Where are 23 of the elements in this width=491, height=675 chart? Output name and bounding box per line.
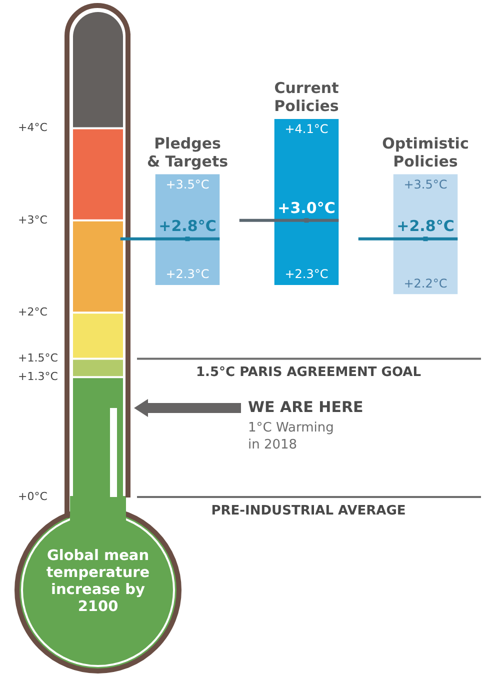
- y-tick-label: +1.5°C: [18, 352, 58, 365]
- y-tick-label: +2°C: [18, 305, 48, 318]
- y-tick-label: +0°C: [18, 490, 48, 503]
- ref-line-label: PRE-INDUSTRIAL AVERAGE: [211, 503, 406, 518]
- annotation: +2.3°C: [284, 267, 328, 282]
- annotation: +3.5°C: [166, 177, 210, 192]
- y-tick-label: +1.3°C: [18, 370, 58, 383]
- annotation: +4.1°C: [284, 122, 328, 136]
- annotation: +2.3°C: [166, 267, 210, 282]
- data-label: +2.8°C: [158, 217, 216, 236]
- annotation: +2.2°C: [404, 276, 448, 290]
- data-label: +3.0°C: [278, 198, 336, 217]
- y-tick-label: +3°C: [18, 213, 48, 226]
- annotation: WE ARE HERE: [248, 398, 364, 416]
- x-tick-label: Optimistic Policies: [382, 134, 469, 170]
- y-tick-label: +4°C: [18, 121, 48, 134]
- ref-line-label: 1.5°C PARIS AGREEMENT GOAL: [196, 365, 422, 380]
- x-tick-label: Pledges & Targets: [146, 134, 228, 170]
- data-label: +2.8°C: [396, 217, 454, 236]
- x-tick-label: Current Policies: [274, 78, 339, 115]
- y-axis-title: Global mean temperature increase by 2100: [45, 548, 151, 616]
- annotation: 1°C Warming in 2018: [248, 420, 334, 452]
- annotation: +3.5°C: [404, 177, 448, 192]
